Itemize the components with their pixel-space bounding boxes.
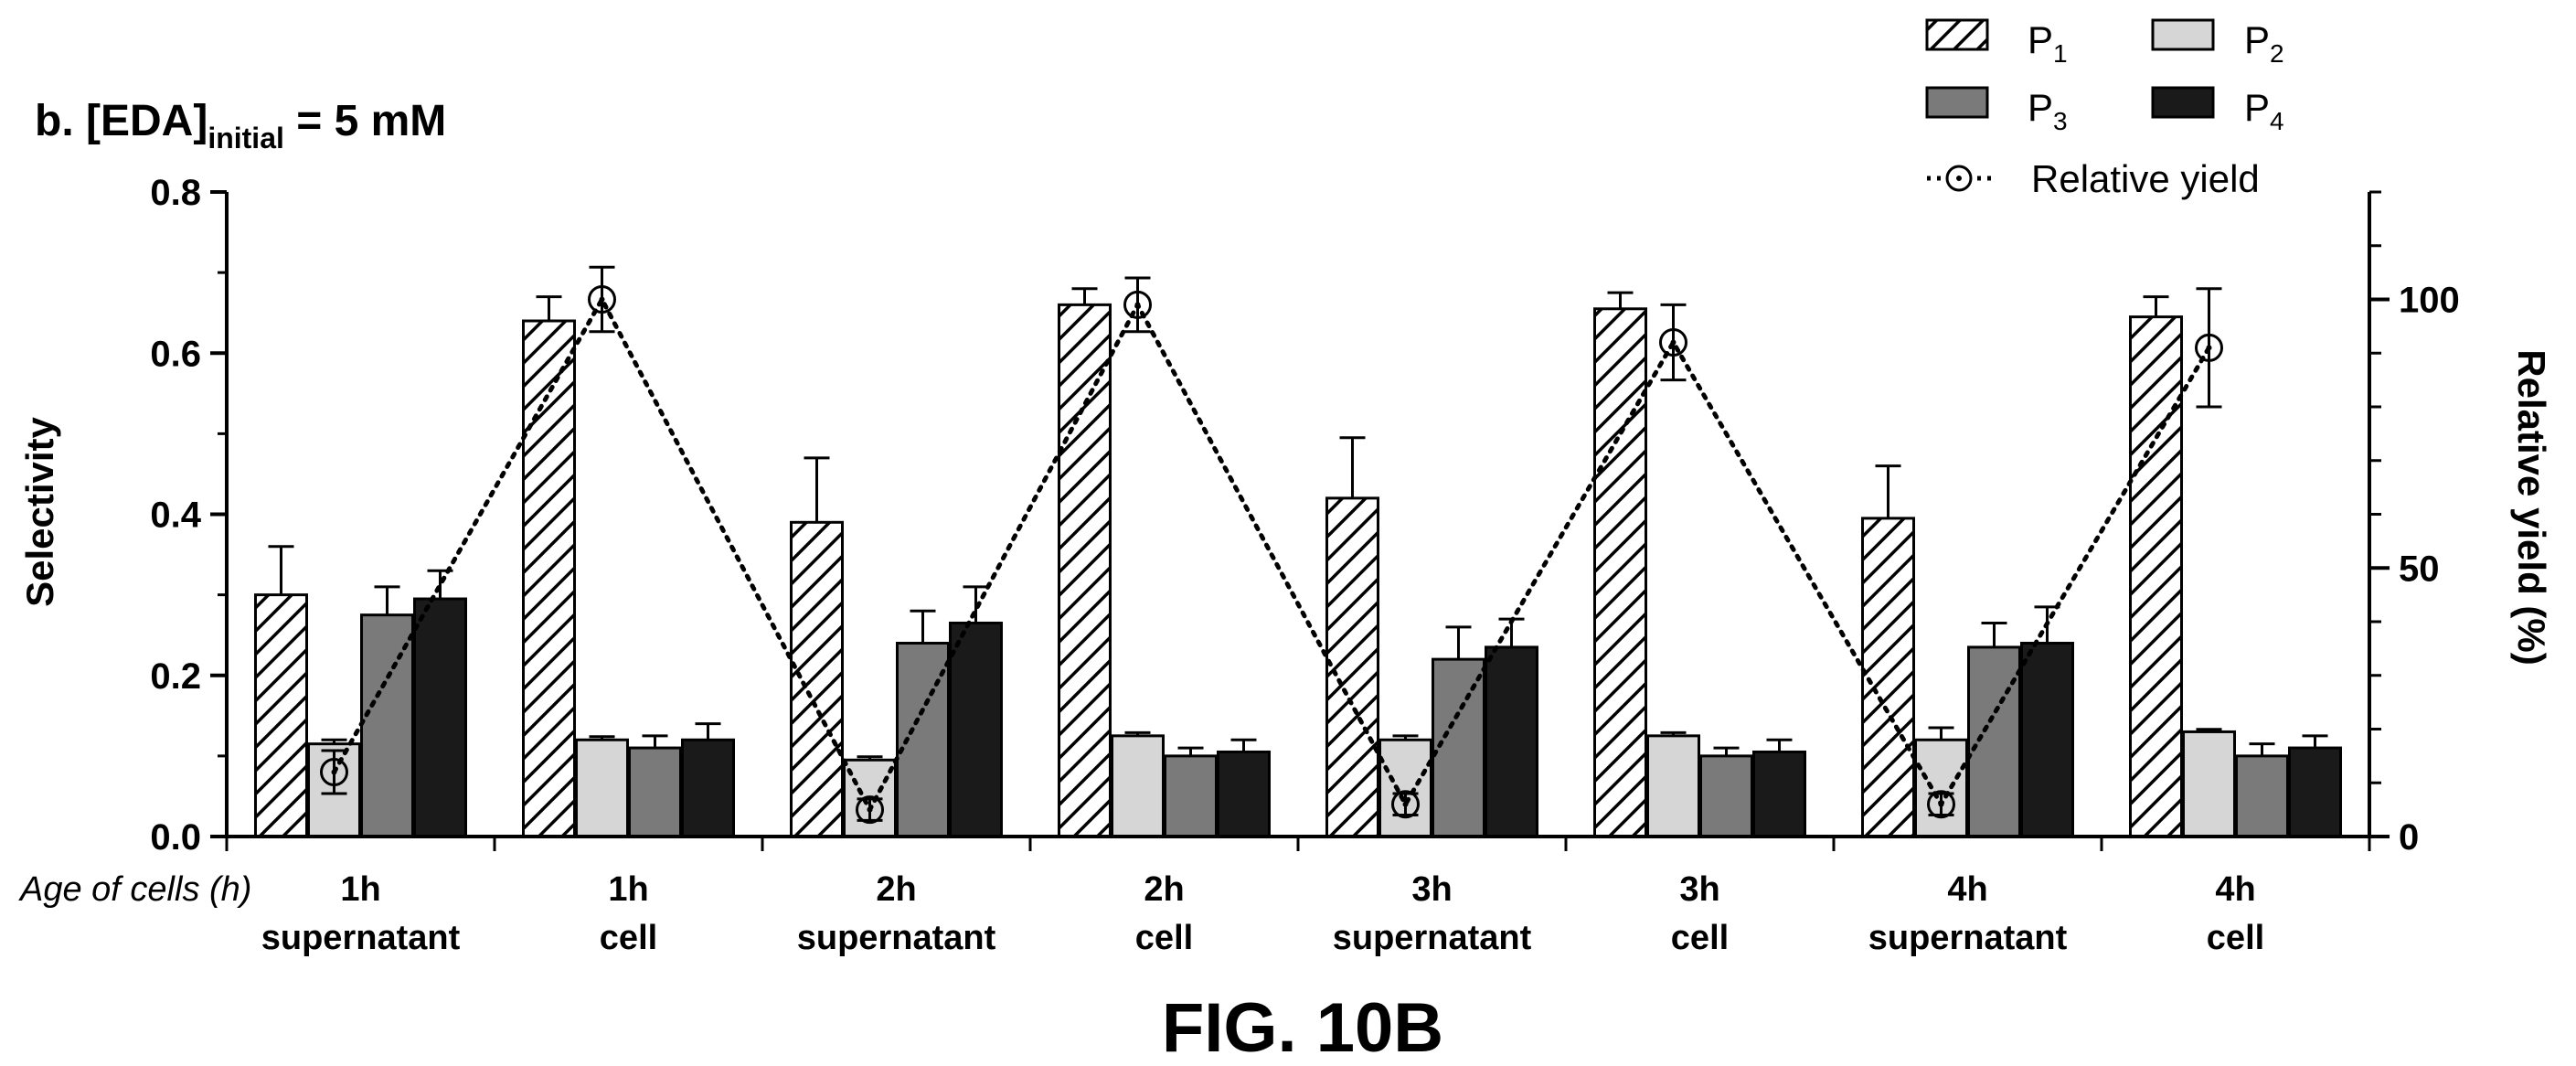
x-tick-label-1-age: 1h xyxy=(340,870,380,909)
legend-label-p1: P1 xyxy=(2028,18,2068,68)
bar-p1-7 xyxy=(1861,517,1915,838)
x-tick-label-7-age: 4h xyxy=(1947,870,1987,909)
legend-swatch-p4 xyxy=(2151,86,2215,119)
bar-p3-2 xyxy=(628,746,682,838)
y-tick-label-4: 0.8 xyxy=(150,173,201,213)
bar-p4-6 xyxy=(1752,750,1806,838)
yield-marker-2 xyxy=(588,285,616,314)
bar-p2-2 xyxy=(575,738,629,838)
bar-p3-4 xyxy=(1164,754,1218,838)
legend: P1 P2 P3 P4 Relative yield xyxy=(1925,18,2284,200)
x-tick-label-7-type: supernatant xyxy=(1868,919,2068,957)
x-tick-label-4-age: 2h xyxy=(1144,870,1184,909)
y-tick-label-2: 0.4 xyxy=(150,496,201,536)
yield-marker-center-8 xyxy=(2206,345,2212,351)
figure-caption: FIG. 10B xyxy=(1162,989,1443,1066)
x-tick-label-2-age: 1h xyxy=(608,870,648,909)
legend-label-p2: P2 xyxy=(2244,18,2284,68)
chart-title: b. [EDA]initial = 5 mM xyxy=(35,97,446,155)
y2-tick-label-0: 0 xyxy=(2399,817,2419,858)
y-tick-label-0: 0.0 xyxy=(150,817,201,858)
x-axis-label: Age of cells (h) xyxy=(18,870,251,909)
relative-yield-line xyxy=(332,294,2211,815)
x-tick-label-1-type: supernatant xyxy=(261,919,461,957)
yield-marker-center-4 xyxy=(1134,302,1141,308)
relative-yield-layer xyxy=(320,265,2223,825)
y2-tick-label-1: 50 xyxy=(2399,549,2440,589)
yield-marker-4 xyxy=(1123,290,1152,319)
x-tick-label-4-type: cell xyxy=(1135,919,1193,957)
bar-p4-5 xyxy=(1485,645,1538,838)
y-axis-label: Selectivity xyxy=(18,416,61,606)
bar-p1-4 xyxy=(1058,303,1112,838)
x-tick-label-8-type: cell xyxy=(2207,919,2264,957)
bar-p1-3 xyxy=(790,520,844,838)
legend-swatch-p1 xyxy=(1925,18,1989,51)
yield-marker-center-1 xyxy=(331,769,337,775)
yield-marker-center-6 xyxy=(1670,339,1677,346)
yield-marker-center-7 xyxy=(1938,801,1944,807)
yield-marker-1 xyxy=(320,758,348,786)
title-subscript: initial xyxy=(208,122,284,155)
yield-marker-3 xyxy=(856,795,884,825)
legend-label-relative-yield: Relative yield xyxy=(2031,157,2260,200)
bar-p2-4 xyxy=(1111,734,1165,838)
bars-layer xyxy=(254,303,2342,838)
axes-layer: 0.0 0.2 0.4 0.6 0.8 0 50 100 xyxy=(150,173,2459,858)
bar-p4-7 xyxy=(2020,642,2074,838)
bar-p4-4 xyxy=(1217,750,1271,838)
x-tick-label-6-type: cell xyxy=(1671,919,1729,957)
legend-label-p4: P4 xyxy=(2244,86,2284,135)
legend-marker-dot xyxy=(1956,176,1962,181)
legend-swatch-p3 xyxy=(1925,86,1989,119)
x-tick-label-5-type: supernatant xyxy=(1333,919,1532,957)
yield-marker-center-3 xyxy=(867,806,873,813)
title-suffix: = 5 mM xyxy=(284,97,446,145)
yield-marker-8 xyxy=(2195,333,2223,362)
yield-marker-5 xyxy=(1391,790,1420,819)
bar-p2-6 xyxy=(1646,734,1700,838)
bar-p4-8 xyxy=(2288,746,2342,838)
bar-p4-1 xyxy=(413,597,467,838)
x-tick-label-6-age: 3h xyxy=(1679,870,1719,909)
bar-p1-2 xyxy=(522,319,576,838)
bar-p1-1 xyxy=(254,593,308,838)
x-tick-label-3-age: 2h xyxy=(876,870,916,909)
x-tick-label-5-age: 3h xyxy=(1411,870,1452,909)
bar-p2-5 xyxy=(1378,738,1432,838)
y-tick-label-3: 0.6 xyxy=(150,334,201,374)
bar-p4-2 xyxy=(681,738,735,838)
x-tick-label-2-type: cell xyxy=(600,919,657,957)
bar-p3-1 xyxy=(360,613,414,838)
legend-swatch-p2 xyxy=(2151,18,2215,51)
bar-p1-6 xyxy=(1593,307,1647,838)
yield-marker-7 xyxy=(1927,790,1955,819)
bar-p3-6 xyxy=(1699,754,1753,838)
bar-p2-7 xyxy=(1914,738,1968,838)
bar-p2-8 xyxy=(2182,730,2236,838)
bar-p1-5 xyxy=(1325,496,1379,838)
y-tick-label-1: 0.2 xyxy=(150,656,201,697)
bar-p3-8 xyxy=(2235,754,2289,838)
y2-axis-label: Relative yield (%) xyxy=(2510,349,2553,665)
legend-label-p3: P3 xyxy=(2028,86,2068,135)
x-tick-label-3-type: supernatant xyxy=(797,919,996,957)
y2-tick-label-2: 100 xyxy=(2399,281,2460,321)
bar-p4-3 xyxy=(949,621,1003,838)
yield-marker-center-2 xyxy=(599,296,605,303)
error-bars-layer xyxy=(268,287,2328,761)
yield-marker-6 xyxy=(1659,328,1687,357)
bar-p1-8 xyxy=(2129,315,2183,838)
yield-marker-center-5 xyxy=(1402,801,1409,807)
bar-p3-7 xyxy=(1967,645,2021,838)
x-tick-labels: 1h supernatant 1h cell 2h supernatant 2h cell 3h… xyxy=(261,870,2264,957)
x-tick-label-8-age: 4h xyxy=(2215,870,2255,909)
